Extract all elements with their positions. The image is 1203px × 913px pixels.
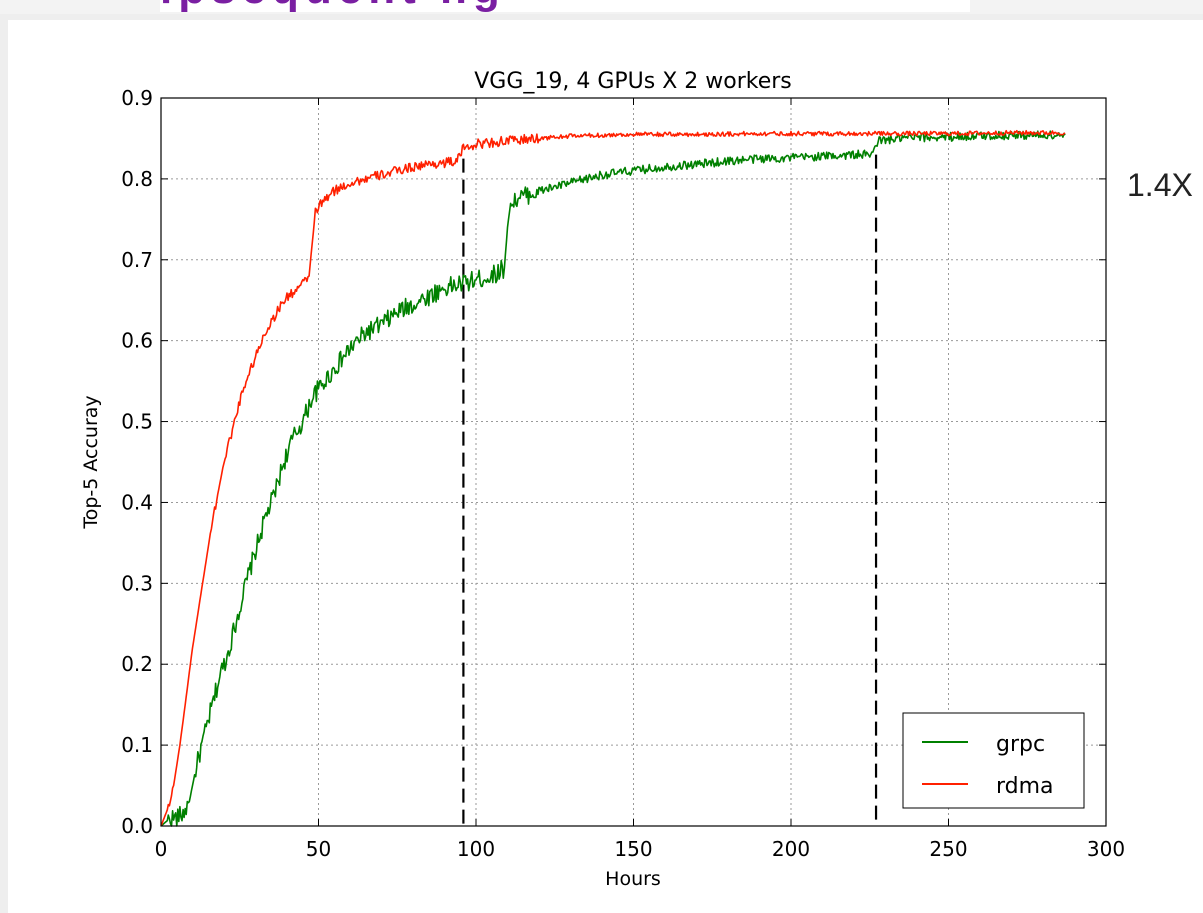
axis-ticks: 0 50 100 150 200 250 300 0.0 0.1 0.2 0.3 0.4 0.5 0.6 0… <box>121 86 1125 861</box>
y-tick-label: 0.7 <box>121 248 153 272</box>
reference-lines <box>462 154 878 826</box>
y-tick-label: 0.3 <box>121 571 153 595</box>
speedup-note: 1.4X <box>1127 167 1193 203</box>
series-lines <box>160 129 1066 827</box>
y-axis-label: Top-5 Accuray <box>80 395 102 529</box>
chart-title: VGG_19, 4 GPUs X 2 workers <box>474 69 792 94</box>
legend-box <box>902 712 1085 809</box>
accuracy-chart: 0 50 100 150 200 250 300 0.0 0.1 0.2 0.3 0.4 0.5 0.6 0… <box>80 69 1125 890</box>
x-axis-label: Hours <box>605 868 661 890</box>
series-line-grpc <box>160 130 1066 827</box>
y-tick-label: 0.4 <box>121 490 153 514</box>
x-tick-label: 50 <box>306 837 331 861</box>
y-tick-label: 0.5 <box>121 410 153 434</box>
series-line-rdma <box>160 129 1066 827</box>
y-tick-label: 0.9 <box>121 86 153 110</box>
x-tick-label: 150 <box>614 837 652 861</box>
legend: grpc rdma <box>902 712 1085 809</box>
x-tick-label: 100 <box>457 837 495 861</box>
y-tick-label: 0.6 <box>121 329 153 353</box>
x-tick-label: 200 <box>772 837 810 861</box>
legend-label-grpc: grpc <box>996 732 1045 757</box>
x-tick-label: 250 <box>929 837 967 861</box>
y-tick-label: 0.8 <box>121 167 153 191</box>
x-tick-label: 0 <box>155 837 168 861</box>
grid-lines <box>161 98 1106 826</box>
legend-label-rdma: rdma <box>996 774 1054 799</box>
figure-panel: 0 50 100 150 200 250 300 0.0 0.1 0.2 0.3 0.4 0.5 0.6 0… <box>8 20 1203 913</box>
x-tick-label: 300 <box>1087 837 1125 861</box>
y-tick-label: 0.2 <box>121 652 153 676</box>
y-tick-label: 0.1 <box>121 733 153 757</box>
slide-heading-band: ipsequent ng <box>160 0 970 12</box>
y-tick-label: 0.0 <box>121 814 153 838</box>
slide-heading-fragment: ipsequent ng <box>160 0 970 12</box>
